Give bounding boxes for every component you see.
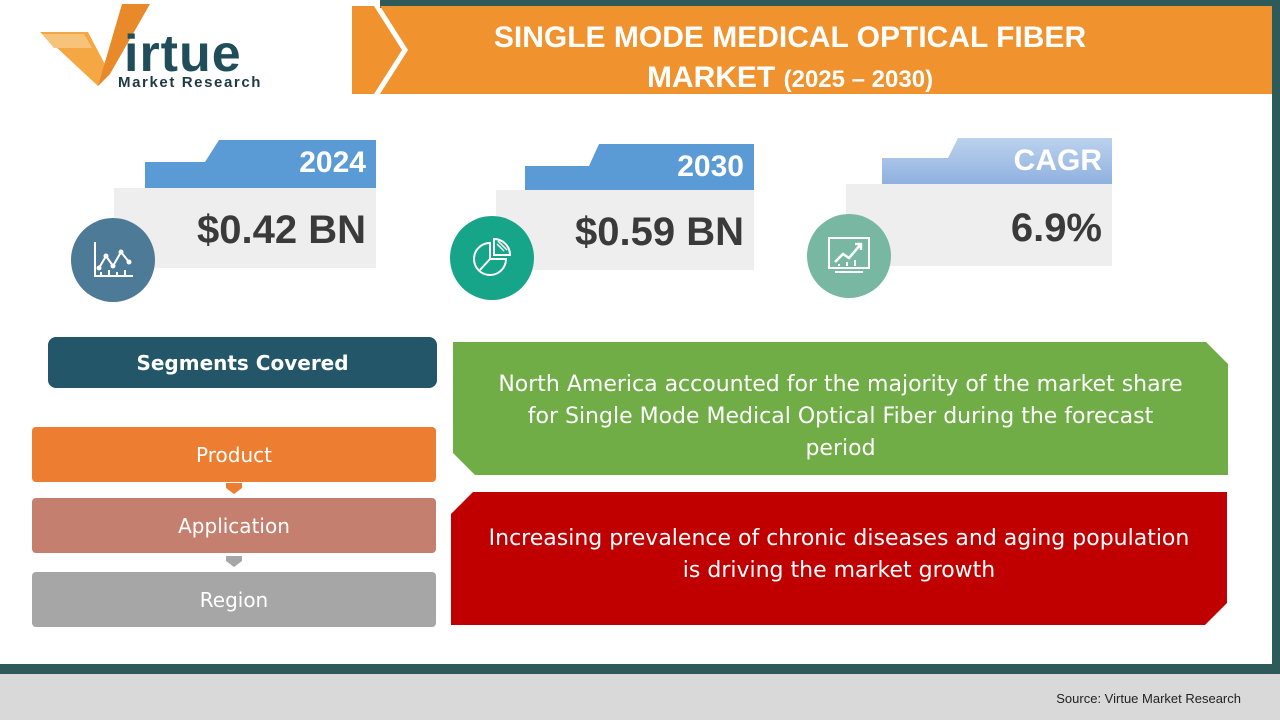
logo-v-mark: [40, 4, 150, 86]
segment-arrow-down-icon: [226, 556, 242, 567]
stat-card-2024: 2024 $0.42 BN: [70, 140, 376, 305]
insight-box-drivers: Increasing prevalence of chronic disease…: [451, 492, 1227, 625]
stat-card-cagr: CAGR 6.9%: [806, 138, 1112, 300]
stat-value: $0.42 BN: [197, 208, 366, 252]
title-banner-shape: [352, 6, 1272, 94]
segment-application: Application: [32, 498, 436, 553]
segment-arrow-down-icon: [226, 483, 242, 494]
stat-icon-circle: [450, 216, 534, 300]
segment-region: Region: [32, 572, 436, 627]
stat-value: $0.59 BN: [575, 210, 744, 254]
insight-box-shape: [451, 492, 1227, 625]
virtue-logo: irtue Market Research: [38, 2, 328, 94]
title-line-2: MARKET (2025 – 2030): [400, 58, 1180, 100]
stat-card-2030: 2030 $0.59 BN: [450, 144, 754, 304]
insight-text: North America accounted for the majority…: [498, 372, 1183, 461]
frame-bottom-border: [0, 664, 1280, 674]
line-chart-icon: [94, 242, 133, 277]
stat-card-body: [114, 188, 376, 268]
stat-card-body: [496, 190, 754, 270]
stat-label: 2030: [677, 150, 744, 183]
title-line-1: SINGLE MODE MEDICAL OPTICAL FIBER: [493, 21, 1087, 54]
stat-label: CAGR: [1013, 144, 1102, 177]
frame-top-border: [380, 0, 1280, 8]
logo-subtitle: Market Research: [118, 74, 263, 91]
pie-chart-icon: [473, 237, 512, 276]
frame-right-border: [1272, 0, 1280, 672]
title-years: (2025 – 2030): [783, 66, 934, 93]
insight-text: Increasing prevalence of chronic disease…: [488, 526, 1190, 583]
page-title: SINGLE MODE MEDICAL OPTICAL FIBER MARKET…: [400, 18, 1180, 100]
stat-value: 6.9%: [1010, 206, 1102, 250]
source-note: Source: Virtue Market Research: [1056, 691, 1241, 706]
segment-product: Product: [32, 427, 436, 482]
stat-icon-circle: [71, 218, 155, 302]
stat-label: 2024: [299, 146, 366, 179]
segments-heading: Segments Covered: [48, 337, 437, 388]
stat-tab-shape: [145, 140, 376, 188]
footer-band: [0, 674, 1280, 720]
insight-box-shape: [453, 342, 1228, 475]
stat-icon-circle: [807, 214, 891, 298]
stat-tab-shape: [882, 138, 1112, 184]
insight-box-region: North America accounted for the majority…: [453, 342, 1228, 475]
title-market: MARKET: [646, 61, 776, 94]
stat-tab-shape: [525, 144, 754, 190]
logo-wordmark: irtue: [124, 25, 242, 83]
title-banner: [352, 6, 1272, 94]
growth-chart-icon: [828, 237, 870, 273]
